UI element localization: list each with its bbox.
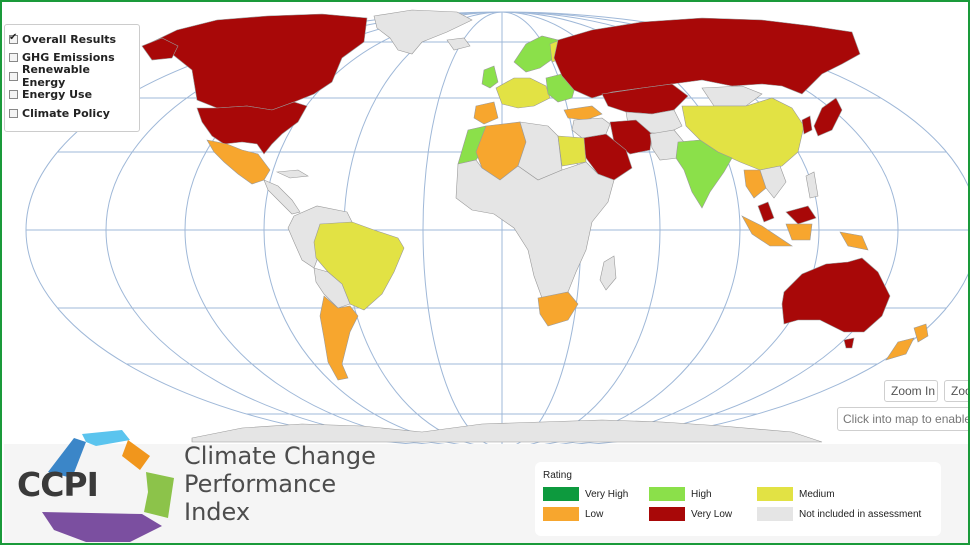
legend-swatch-low <box>543 507 579 521</box>
country-malaysia-borneo[interactable] <box>785 205 817 225</box>
legend-item-low: Low <box>543 506 643 522</box>
logo-text: CCPI <box>17 465 99 504</box>
legend-swatch-high <box>649 487 685 501</box>
map-enable-hint: Click into map to enable <box>837 407 968 431</box>
country-india[interactable] <box>675 139 733 209</box>
region-western-europe[interactable] <box>495 77 551 109</box>
legend-swatch-medium <box>757 487 793 501</box>
country-new-zealand-south[interactable] <box>885 337 915 361</box>
country-indonesia-east[interactable] <box>785 223 813 241</box>
brand-title-line-3: Index <box>184 498 251 526</box>
rating-legend: Rating Very High High Medium Low Very Lo… <box>535 462 941 536</box>
ccpi-logo-icon <box>42 430 174 542</box>
country-spain[interactable] <box>473 101 499 125</box>
layer-label-ghg-emissions: GHG Emissions <box>22 51 115 65</box>
legend-label-not-included: Not included in assessment <box>799 508 922 520</box>
legend-label-medium: Medium <box>799 488 835 500</box>
country-greenland[interactable] <box>373 9 473 55</box>
region-indochina[interactable] <box>759 165 787 199</box>
legend-item-very-high: Very High <box>543 486 643 502</box>
checkbox-renewable-energy[interactable] <box>9 71 18 81</box>
layer-option-energy-use[interactable]: Energy Use <box>9 86 135 105</box>
country-iceland[interactable] <box>446 37 471 51</box>
layer-option-climate-policy[interactable]: Climate Policy <box>9 104 135 123</box>
layer-selector: Overall Results GHG Emissions Renewable … <box>4 24 140 132</box>
zoom-in-button[interactable]: Zoom In <box>884 380 938 402</box>
legend-swatch-not-included <box>757 507 793 521</box>
checkbox-overall-results[interactable] <box>9 32 18 44</box>
country-madagascar[interactable] <box>599 255 617 291</box>
country-canada[interactable] <box>151 13 368 111</box>
legend-swatch-very-low <box>649 507 685 521</box>
country-egypt[interactable] <box>557 135 587 167</box>
region-antarctica[interactable] <box>191 419 823 443</box>
country-turkey[interactable] <box>563 105 603 121</box>
country-usa[interactable] <box>196 101 308 155</box>
country-usa-alaska[interactable] <box>141 37 179 61</box>
layer-option-ghg-emissions[interactable]: GHG Emissions <box>9 49 135 68</box>
country-indonesia[interactable] <box>741 215 793 247</box>
country-malaysia[interactable] <box>757 201 775 223</box>
legend-label-low: Low <box>585 508 604 520</box>
country-australia-tasmania[interactable] <box>843 337 855 349</box>
brand-title-line-2: Performance <box>184 470 337 498</box>
country-mongolia[interactable] <box>701 85 763 107</box>
country-south-africa[interactable] <box>537 291 579 327</box>
country-australia[interactable] <box>781 257 891 333</box>
brand-title-line-1: Climate Change <box>184 442 376 470</box>
brand-title: Climate Change Performance Index <box>184 442 376 526</box>
checkbox-climate-policy[interactable] <box>9 108 18 118</box>
layer-label-renewable-energy: Renewable Energy <box>22 63 90 90</box>
checkbox-energy-use[interactable] <box>9 90 18 100</box>
region-caribbean[interactable] <box>275 169 309 179</box>
country-philippines[interactable] <box>805 171 819 199</box>
legend-item-not-included: Not included in assessment <box>757 506 937 522</box>
country-papua[interactable] <box>839 231 869 251</box>
region-sub-saharan-africa[interactable] <box>455 159 615 299</box>
region-bolivia-paraguay[interactable] <box>313 267 351 309</box>
legend-label-very-high: Very High <box>585 488 629 500</box>
legend-label-high: High <box>691 488 712 500</box>
map-countries[interactable] <box>141 9 929 443</box>
zoom-out-button[interactable]: Zoom Out <box>944 380 968 402</box>
layer-label-overall-results: Overall Results <box>22 32 117 46</box>
checkbox-ghg-emissions[interactable] <box>9 53 18 63</box>
country-argentina[interactable] <box>319 295 359 381</box>
layer-option-renewable-energy[interactable]: Renewable Energy <box>9 63 135 89</box>
layer-label-climate-policy: Climate Policy <box>22 106 110 120</box>
legend-title: Rating <box>543 470 572 481</box>
legend-item-medium: Medium <box>757 486 937 502</box>
country-japan[interactable] <box>813 97 843 137</box>
region-central-america[interactable] <box>263 179 301 215</box>
layer-option-overall-results[interactable]: Overall Results <box>9 30 135 49</box>
region-levant[interactable] <box>571 117 611 139</box>
legend-item-very-low: Very Low <box>649 506 751 522</box>
legend-item-high: High <box>649 486 751 502</box>
country-new-zealand[interactable] <box>913 323 929 343</box>
legend-swatch-very-high <box>543 487 579 501</box>
legend-label-very-low: Very Low <box>691 508 733 520</box>
country-united-kingdom[interactable] <box>481 65 499 89</box>
country-russia[interactable] <box>553 17 861 99</box>
country-saudi-arabia[interactable] <box>581 133 633 181</box>
layer-label-energy-use: Energy Use <box>22 88 93 102</box>
country-south-korea[interactable] <box>801 115 813 135</box>
country-thailand[interactable] <box>743 169 767 199</box>
country-brazil[interactable] <box>313 221 405 311</box>
